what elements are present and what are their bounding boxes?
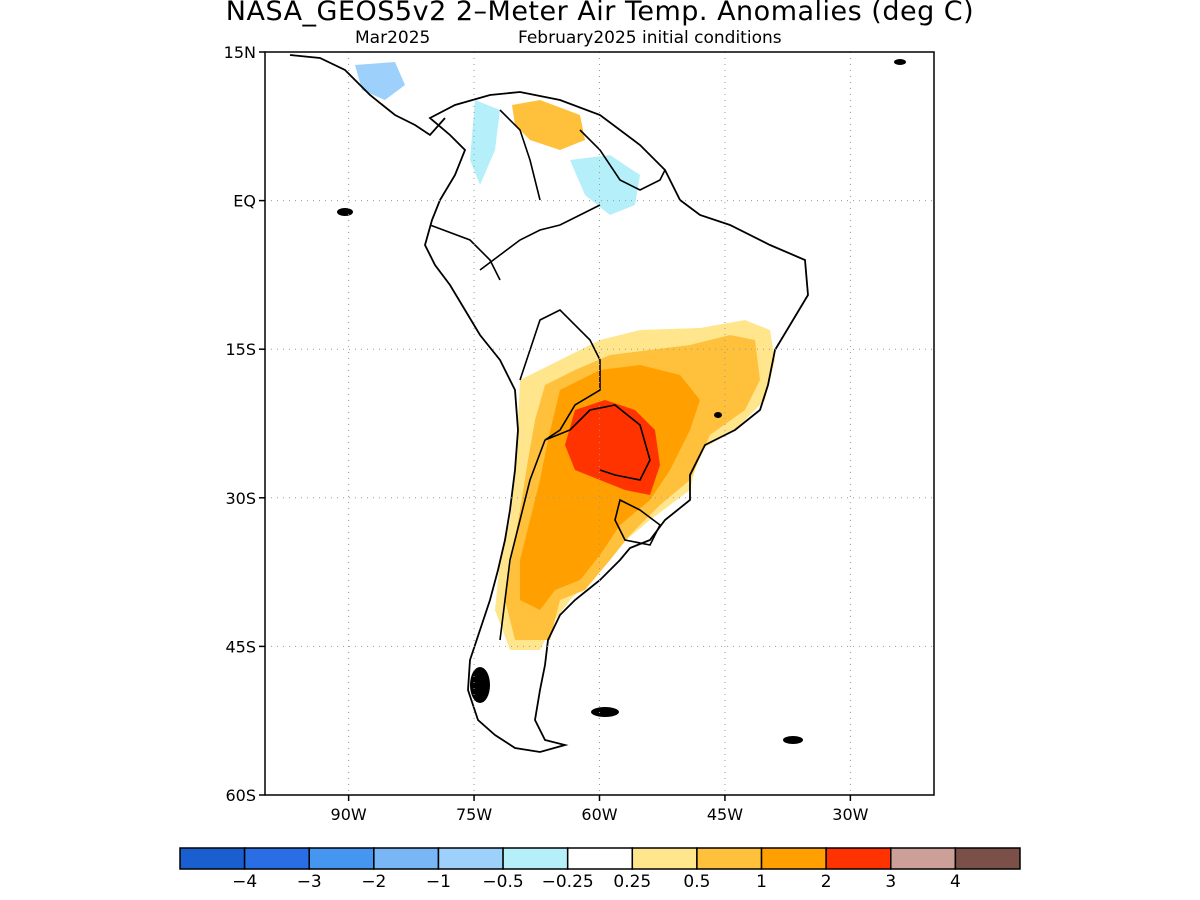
lat-tick-label: 15S [225, 340, 256, 359]
map-content [265, 52, 934, 795]
lat-tick-label: EQ [233, 192, 256, 211]
map-title: NASA_GEOS5v2 2–Meter Air Temp. Anomalies… [225, 0, 975, 27]
lat-tick-label: 60S [225, 786, 256, 805]
colorbar-swatch [437, 847, 504, 870]
anomaly-patch-north-cool [570, 155, 640, 215]
anomaly-patch-central-america-cool [355, 62, 405, 100]
colorbar-label: 4 [950, 872, 961, 892]
lat-tick-label: 45S [225, 637, 256, 656]
lon-tick-label: 75W [456, 805, 492, 824]
colorbar-label: −0.5 [482, 872, 523, 892]
anomaly-patch-north-warm [512, 100, 585, 150]
coastline-south-america [424, 91, 809, 753]
colorbar-label: −3 [297, 872, 322, 892]
colorbar-swatch [890, 847, 957, 870]
colorbar-label: 0.25 [613, 872, 651, 892]
lat-tick-label: 15N [224, 43, 256, 62]
anomaly-patch-colombia-cool [470, 100, 500, 185]
colorbar-swatch [631, 847, 698, 870]
colorbar: −4 −3 −2 −1 −0.5 −0.25 0.25 0.5 1 2 3 4 [179, 847, 1021, 892]
anomaly-region-3 [565, 400, 660, 495]
anomaly-region-2 [520, 365, 700, 610]
colorbar-swatch [373, 847, 440, 870]
anomaly-fill [355, 62, 775, 650]
colorbar-label: 0.5 [683, 872, 710, 892]
colorbar-swatch [243, 847, 310, 870]
longitude-axis: 90W 75W 60W 45W 30W [331, 795, 869, 824]
colorbar-swatch [308, 847, 375, 870]
lat-tick-label: 30S [225, 489, 256, 508]
colorbar-label: −4 [232, 872, 257, 892]
initial-conditions: February2025 initial conditions [518, 28, 782, 48]
colorbar-swatch [954, 847, 1021, 870]
colorbar-label: 3 [885, 872, 896, 892]
colorbar-label: −1 [426, 872, 451, 892]
colorbar-swatch [760, 847, 827, 870]
lon-tick-label: 45W [707, 805, 743, 824]
colorbar-swatch [825, 847, 892, 870]
colorbar-label: −0.25 [542, 872, 594, 892]
forecast-month: Mar2025 [355, 28, 431, 48]
colorbar-swatch [502, 847, 569, 870]
colorbar-swatch [566, 847, 634, 870]
lon-tick-label: 30W [832, 805, 868, 824]
colorbar-label: −2 [361, 872, 386, 892]
coastline-central-america [289, 54, 446, 137]
colorbar-swatch [179, 847, 246, 870]
lon-tick-label: 60W [581, 805, 617, 824]
colorbar-label: 1 [756, 872, 767, 892]
latitude-axis: 15N EQ 15S 30S 45S 60S [224, 43, 265, 805]
country-borders [429, 109, 666, 641]
lon-tick-label: 90W [331, 805, 367, 824]
colorbar-label: 2 [821, 872, 832, 892]
colorbar-swatch [696, 847, 763, 870]
